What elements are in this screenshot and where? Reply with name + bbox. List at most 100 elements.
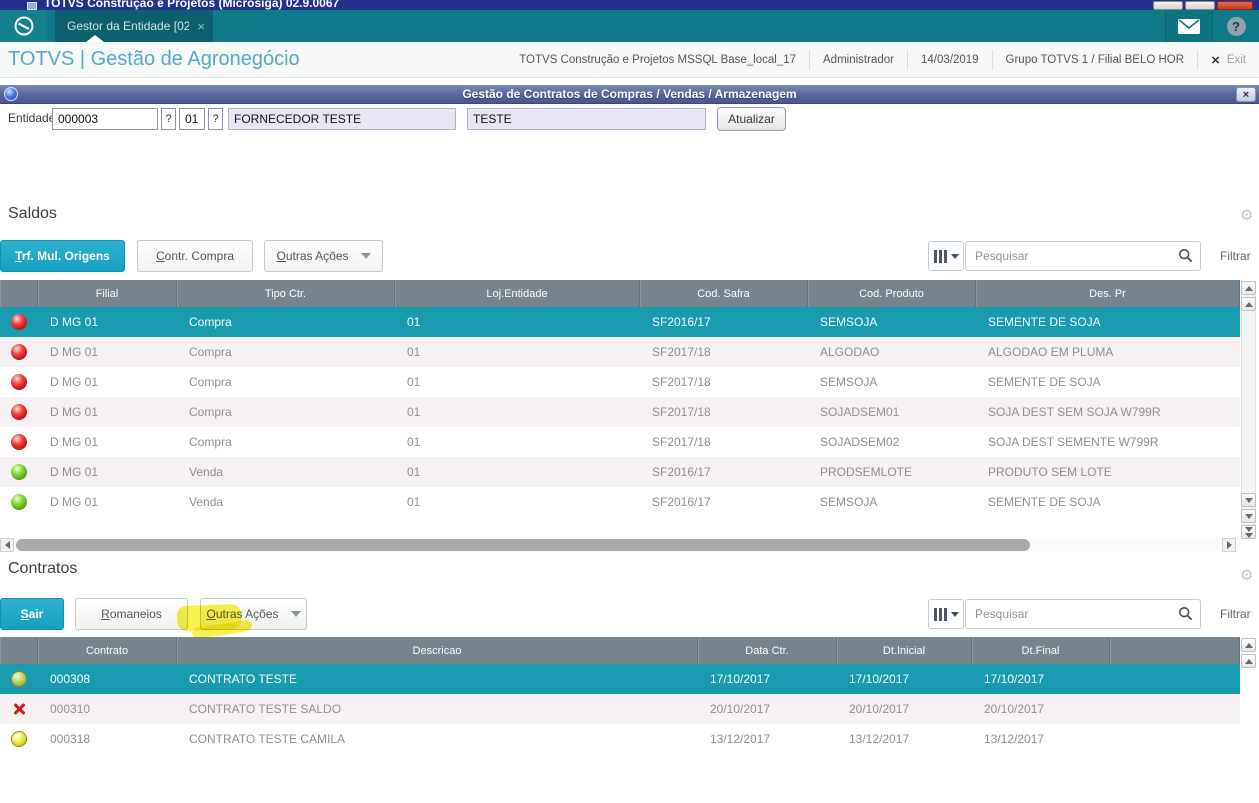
column-header[interactable]: Tipo Ctr. — [177, 280, 395, 307]
exit-button[interactable]: × Exit — [1197, 50, 1259, 70]
trf-mul-origens-button[interactable]: Trf. Mul. Origens — [0, 240, 125, 272]
scroll-down-button[interactable] — [1241, 493, 1256, 507]
button-label: Romaneios — [101, 607, 162, 621]
cell: D MG 01 — [50, 435, 99, 449]
search-icon[interactable] — [1178, 606, 1193, 626]
minimize-button[interactable] — [1153, 1, 1183, 10]
mail-icon[interactable] — [1166, 10, 1212, 42]
tab-gestor-entidade[interactable]: Gestor da Entidade [02.9.0067] × — [55, 10, 213, 42]
scroll-up-button[interactable] — [1241, 297, 1256, 311]
table-row[interactable]: 000310 CONTRATO TESTE SALDO 20/10/2017 20/1… — [0, 694, 1240, 724]
table-row[interactable]: D MG 01 Venda 01 SF2016/17 SEMSOJA SEMENTE DE… — [0, 487, 1240, 517]
cell: 000310 — [50, 702, 91, 716]
cell: 01 — [407, 495, 421, 509]
active-tab-notch — [86, 35, 104, 42]
status-red-icon — [11, 374, 27, 390]
table-row[interactable]: D MG 01 Venda 01 SF2016/17 PRODSEMLOTE PRODUT… — [0, 457, 1240, 487]
dialog-titlebar: Gestão de Contratos de Compras / Vendas … — [0, 85, 1259, 104]
table-row[interactable]: D MG 01 Compra 01 SF2017/18 ALGODAO ALGODAO E… — [0, 337, 1240, 367]
dialog-close-icon[interactable]: × — [1236, 87, 1256, 102]
column-header[interactable]: Data Ctr. — [698, 637, 837, 664]
status-cell — [0, 397, 38, 427]
chevron-down-icon — [360, 253, 371, 259]
cell: PRODSEMLOTE — [820, 465, 913, 479]
romaneios-button[interactable]: Romaneios — [75, 598, 188, 630]
saldos-search-input[interactable] — [965, 241, 1201, 271]
entity-name-field[interactable] — [228, 108, 456, 130]
scroll-right-button[interactable] — [1222, 538, 1236, 552]
status-green-icon — [11, 464, 27, 480]
status-red-icon — [11, 434, 27, 450]
columns-icon — [943, 607, 947, 621]
cell: Compra — [189, 345, 232, 359]
column-header[interactable]: Descricao — [177, 637, 698, 664]
user-name: Administrador — [809, 50, 907, 70]
column-header[interactable]: Filial — [38, 280, 177, 307]
totvs-logo-icon[interactable] — [0, 10, 47, 42]
contratos-table-body: 000308 CONTRATO TESTE 17/10/2017 17/10/2017… — [0, 664, 1240, 754]
table-row[interactable]: D MG 01 Compra 01 SF2017/18 SOJADSEM01 SOJA D… — [0, 397, 1240, 427]
column-header[interactable]: Des. Pr — [976, 280, 1240, 307]
cell: CONTRATO TESTE CAMILA — [189, 732, 346, 746]
saldos-filter-link[interactable]: Filtrar — [1220, 249, 1251, 263]
table-row[interactable]: D MG 01 Compra 01 SF2017/18 SEMSOJA SEMENTE D… — [0, 367, 1240, 397]
tab-close-icon[interactable]: × — [197, 18, 205, 34]
column-header[interactable] — [0, 637, 38, 664]
cell: D MG 01 — [50, 465, 99, 479]
saldos-column-selector-button[interactable] — [928, 241, 964, 271]
cell: 01 — [407, 435, 421, 449]
column-header[interactable] — [1110, 637, 1240, 664]
divider — [1165, 10, 1166, 42]
table-row[interactable]: 000318 CONTRATO TESTE CAMILA 13/12/2017 13/… — [0, 724, 1240, 754]
button-label: Outras Ações — [276, 249, 349, 263]
entity-shortname-field[interactable] — [467, 108, 706, 130]
column-header[interactable]: Dt.Final — [972, 637, 1110, 664]
sair-button[interactable]: Sair — [0, 598, 64, 630]
entity-code-field[interactable] — [52, 108, 158, 130]
contratos-table-header: Contrato Descricao Data Ctr. Dt.Inicial Dt.F… — [0, 637, 1240, 664]
scroll-up-button[interactable] — [1241, 654, 1256, 668]
entity-store-field[interactable] — [179, 108, 205, 130]
scroll-end-button[interactable] — [1241, 525, 1256, 539]
app-header: TOTVS | Gestão de Agronegócio TOTVS Cons… — [0, 42, 1259, 78]
column-header[interactable] — [0, 280, 38, 307]
column-header[interactable]: Dt.Inicial — [837, 637, 972, 664]
column-header[interactable]: Loj.Entidade — [395, 280, 640, 307]
cell: SEMENTE DE SOJA — [988, 495, 1101, 509]
cell: D MG 01 — [50, 315, 99, 329]
entity-code-lookup-button[interactable]: ? — [161, 108, 176, 130]
scroll-up-button[interactable] — [1241, 638, 1256, 652]
page-title: TOTVS | Gestão de Agronegócio — [8, 48, 300, 70]
cell: 17/10/2017 — [710, 672, 771, 686]
saldos-outras-acoes-button[interactable]: Outras Ações — [264, 240, 383, 272]
table-row[interactable]: D MG 01 Compra 01 SF2017/18 SOJADSEM02 SOJA D… — [0, 427, 1240, 457]
column-header[interactable]: Cod. Produto — [808, 280, 976, 307]
table-row[interactable]: D MG 01 Compra 01 SF2016/17 SEMSOJA SEMENTE D… — [0, 307, 1240, 337]
column-header[interactable]: Contrato — [38, 637, 177, 664]
column-header[interactable]: Cod. Safra — [640, 280, 808, 307]
scroll-left-button[interactable] — [0, 538, 14, 552]
refresh-button[interactable]: Atualizar — [717, 107, 786, 131]
contratos-settings-gear-icon[interactable]: ⚙ — [1240, 567, 1254, 584]
hscroll-thumb[interactable] — [16, 539, 1030, 551]
status-green-icon — [11, 494, 27, 510]
maximize-button[interactable] — [1185, 1, 1215, 10]
entity-store-lookup-button[interactable]: ? — [208, 108, 223, 130]
scroll-down-button[interactable] — [1241, 509, 1256, 523]
cell: Compra — [189, 405, 232, 419]
scroll-up-button[interactable] — [1241, 281, 1256, 295]
cell: 20/10/2017 — [984, 702, 1045, 716]
cell: SEMENTE DE SOJA — [988, 375, 1101, 389]
close-window-button[interactable] — [1217, 1, 1253, 10]
session-date: 14/03/2019 — [906, 50, 992, 70]
contratos-filter-link[interactable]: Filtrar — [1220, 607, 1251, 621]
saldos-hscrollbar[interactable] — [0, 538, 1237, 552]
contratos-search-input[interactable] — [965, 599, 1201, 629]
table-row[interactable]: 000308 CONTRATO TESTE 17/10/2017 17/10/2017… — [0, 664, 1240, 694]
search-icon[interactable] — [1178, 248, 1193, 268]
help-icon[interactable]: ? — [1213, 10, 1259, 42]
contratos-column-selector-button[interactable] — [928, 599, 964, 629]
saldos-settings-gear-icon[interactable]: ⚙ — [1240, 207, 1254, 224]
contr-compra-button[interactable]: Contr. Compra — [137, 240, 253, 272]
